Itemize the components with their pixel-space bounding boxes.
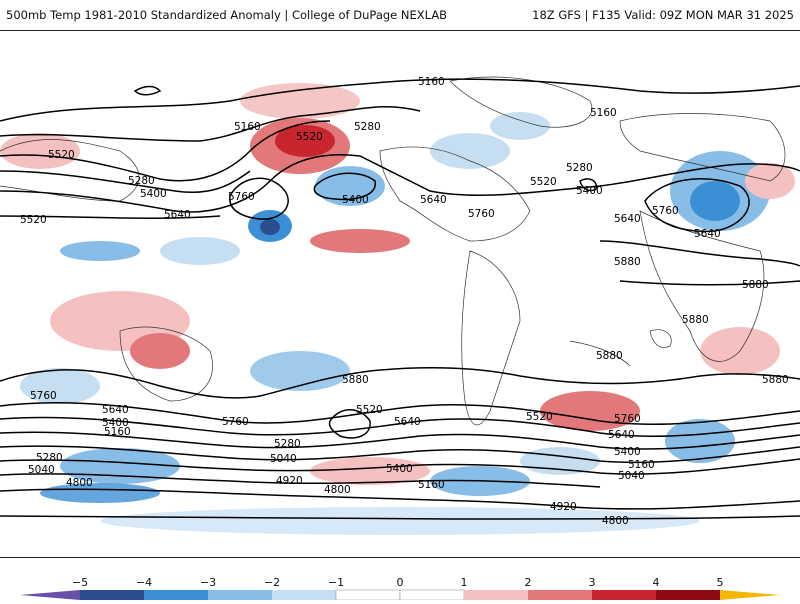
colorbar-swatch	[208, 590, 272, 600]
contour-label: 5280	[566, 162, 593, 174]
contour-label: 5160	[590, 107, 617, 119]
contour-label: 5040	[618, 470, 645, 482]
contour-label: 4920	[550, 501, 577, 513]
contour-label: 5640	[614, 213, 641, 225]
contour-label: 4800	[66, 477, 93, 489]
colorbar-tick: 1	[460, 576, 468, 589]
colorbar-svg	[20, 589, 780, 601]
contour-label: 5640	[164, 209, 191, 221]
contour-label: 5640	[102, 404, 129, 416]
colorbar-arrow-right	[720, 590, 780, 600]
contour-label: 5760	[468, 208, 495, 220]
contour-label: 5040	[28, 464, 55, 476]
contour-label: 5640	[394, 416, 421, 428]
map-title: 500mb Temp 1981-2010 Standardized Anomal…	[6, 8, 448, 22]
colorbar-swatch	[464, 590, 528, 600]
contour-label: 5160	[234, 121, 261, 133]
model-run-info: 18Z GFS | F135 Valid: 09Z MON MAR 31 202…	[532, 8, 794, 22]
contour-label: 5520	[530, 176, 557, 188]
contour-label: 5640	[694, 228, 721, 240]
contour-label: 5400	[102, 417, 129, 429]
contour-label: 5520	[20, 214, 47, 226]
map-svg: 5160 5520 5280 5160 5520 5280 5400 5760 …	[0, 76, 800, 535]
colorbar-swatch	[528, 590, 592, 600]
contour-label: 4800	[324, 484, 351, 496]
colorbar-tick: −1	[327, 576, 345, 589]
colorbar-swatch	[80, 590, 144, 600]
colorbar-swatch	[592, 590, 656, 600]
contour-label: 4800	[602, 515, 629, 527]
anomaly-map: 5160 5520 5280 5160 5520 5280 5400 5760 …	[0, 30, 800, 558]
contour-label: 4920	[276, 475, 303, 487]
contour-label: 5400	[342, 194, 369, 206]
contour-label: 5280	[354, 121, 381, 133]
contour-label: 5160	[418, 479, 445, 491]
contour-label: 5760	[614, 413, 641, 425]
contour-label: 5160	[104, 426, 131, 438]
height-contours	[0, 78, 800, 520]
contour-label: 5040	[270, 453, 297, 465]
colorbar-swatch	[656, 590, 720, 600]
contour-label: 5520	[526, 411, 553, 423]
contour-label: 5640	[420, 194, 447, 206]
colorbar-tick: 2	[524, 576, 532, 589]
colorbar-tick: 0	[396, 576, 404, 589]
colorbar-arrow-left	[20, 590, 80, 600]
contour-label: 5520	[48, 149, 75, 161]
contour-label: 5880	[682, 314, 709, 326]
colorbar-tick: −4	[135, 576, 153, 589]
contour-label: 5760	[652, 205, 679, 217]
contour-label: 5880	[742, 279, 769, 291]
contour-label: 5880	[762, 374, 789, 386]
contour-label: 5160	[628, 459, 655, 471]
colorbar-tick: −5	[71, 576, 89, 589]
colorbar: −5 −4 −3 −2 −1 0 1 2 3 4 5	[0, 570, 800, 601]
colorbar-tick: 5	[716, 576, 724, 589]
colorbar-swatch	[335, 589, 401, 601]
contour-label: 5280	[36, 452, 63, 464]
contour-label: 5280	[128, 175, 155, 187]
contour-label: 5400	[140, 188, 167, 200]
contour-label: 5880	[342, 374, 369, 386]
colorbar-tick: 3	[588, 576, 596, 589]
contour-label: 5400	[386, 463, 413, 475]
contour-labels: 5160 5520 5280 5160 5520 5280 5400 5760 …	[20, 76, 789, 527]
contour-label: 5520	[296, 131, 323, 143]
colorbar-tick: 4	[652, 576, 660, 589]
contour-label: 5760	[228, 191, 255, 203]
colorbar-tick: −3	[199, 576, 217, 589]
contour-label: 5280	[274, 438, 301, 450]
colorbar-swatch	[399, 589, 465, 601]
contour-label: 5520	[356, 404, 383, 416]
contour-label: 5640	[608, 429, 635, 441]
contour-label: 5400	[576, 185, 603, 197]
colorbar-swatch	[272, 590, 336, 600]
contour-label: 5760	[222, 416, 249, 428]
contour-label: 5400	[614, 446, 641, 458]
colorbar-tick: −2	[263, 576, 281, 589]
colorbar-swatch	[144, 590, 208, 600]
contour-label: 5880	[596, 350, 623, 362]
contour-label: 5760	[30, 390, 57, 402]
contour-label: 5160	[418, 76, 445, 88]
header: 500mb Temp 1981-2010 Standardized Anomal…	[0, 0, 800, 30]
contour-label: 5880	[614, 256, 641, 268]
coastlines	[0, 76, 786, 426]
